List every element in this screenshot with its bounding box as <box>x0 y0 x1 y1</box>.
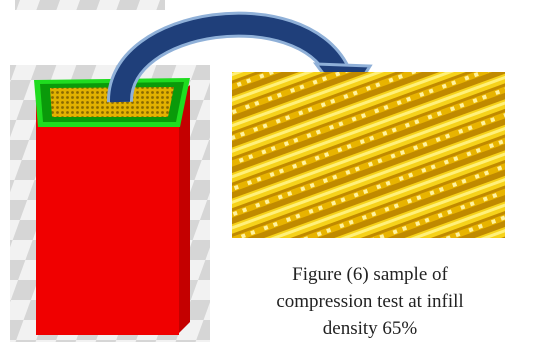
infill-image <box>232 72 505 238</box>
caption-line: compression test at infill <box>276 291 463 312</box>
caption-line: Figure (6) sample of <box>292 264 448 285</box>
page: Figure (6) sample of compression test at… <box>0 0 535 347</box>
sample-image <box>10 65 210 342</box>
caption-line: density 65% <box>323 318 418 339</box>
image-fragment <box>15 0 165 10</box>
box-front <box>36 95 179 335</box>
figure: Figure (6) sample of compression test at… <box>0 0 535 347</box>
